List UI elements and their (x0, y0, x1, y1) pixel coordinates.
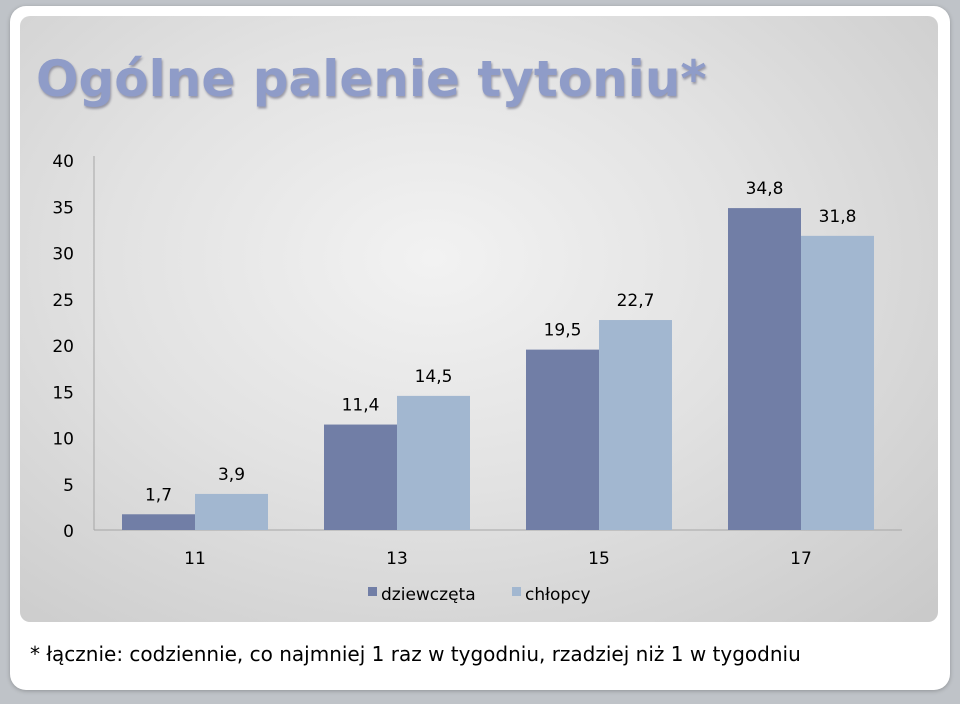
legend-label: chłopcy (525, 585, 591, 605)
x-tick-label: 17 (790, 549, 812, 569)
y-tick-label: 0 (63, 522, 74, 542)
x-tick-label: 15 (588, 549, 610, 569)
data-label: 3,9 (218, 465, 245, 485)
bar (397, 395, 470, 530)
y-tick-label: 30 (52, 245, 74, 265)
bar (195, 493, 268, 530)
y-tick-label: 40 (52, 152, 74, 172)
legend-label: dziewczęta (381, 585, 476, 605)
bar (599, 320, 672, 530)
bar (526, 349, 599, 530)
data-label: 11,4 (342, 396, 380, 416)
y-tick-label: 20 (52, 337, 74, 357)
y-tick-label: 15 (52, 383, 74, 403)
chart-title: Ogólne palenie tytoniu* (36, 50, 707, 108)
legend-swatch (368, 587, 377, 596)
x-tick-label: 11 (184, 549, 206, 569)
y-tick-label: 5 (63, 476, 74, 496)
data-label: 34,8 (746, 179, 784, 199)
y-tick-label: 25 (52, 291, 74, 311)
data-label: 22,7 (617, 291, 655, 311)
bar (324, 424, 397, 530)
chart-footnote: * łącznie: codziennie, co najmniej 1 raz… (30, 642, 801, 666)
bar (122, 514, 195, 530)
legend-swatch (512, 587, 521, 596)
y-tick-label: 35 (52, 198, 74, 218)
data-label: 19,5 (544, 321, 582, 341)
bar (801, 235, 874, 530)
data-label: 14,5 (415, 367, 453, 387)
data-label: 1,7 (145, 485, 172, 505)
y-tick-label: 10 (52, 430, 74, 450)
bar (728, 208, 801, 530)
x-tick-label: 13 (386, 549, 408, 569)
data-label: 31,8 (819, 207, 857, 227)
